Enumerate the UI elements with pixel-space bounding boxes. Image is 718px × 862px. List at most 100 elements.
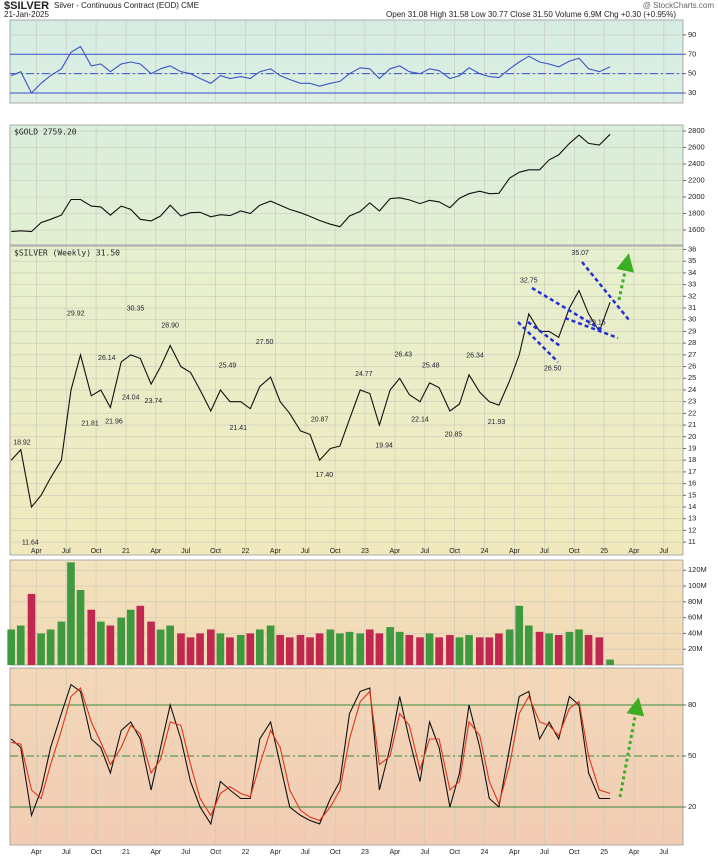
volume-bar [117, 617, 125, 665]
y-tick-label: 30 [688, 315, 696, 324]
y-tick-label: 23 [688, 397, 696, 406]
y-tick-label: 80M [688, 597, 703, 606]
y-tick-label: 20 [688, 802, 696, 811]
volume-bar [126, 609, 135, 665]
y-tick-label: 28 [688, 338, 696, 347]
y-tick-label: 22 [688, 408, 696, 417]
volume-bar [554, 635, 563, 665]
panels: 30 50 70 90 1600 1800 2000 2200 2400 2600 2800 $GOL… [7, 19, 707, 856]
volume-bar [16, 625, 25, 665]
x-tick-label: Apr [31, 548, 43, 555]
y-tick-label: 19 [688, 443, 696, 452]
x-tick-label: Jul [181, 849, 190, 856]
volume-bar [136, 605, 145, 665]
volume-bar [147, 621, 155, 665]
y-tick-label: 31 [688, 303, 696, 312]
y-tick-label: 120M [688, 565, 707, 574]
volume-bar [315, 633, 324, 665]
x-tick-label: Apr [150, 548, 162, 555]
series-line [10, 45, 611, 94]
volume-bar [446, 635, 454, 665]
drawings [517, 253, 645, 798]
trend-line [564, 316, 619, 340]
volume-bar [177, 633, 185, 665]
price-annotation: 20.85 [445, 432, 463, 439]
volume-bar [37, 633, 45, 665]
x-tick-label: Jul [62, 849, 71, 856]
y-tick-label: 16 [688, 479, 696, 488]
y-tick-label: 80 [688, 700, 696, 709]
volume-bar [166, 625, 175, 665]
volume-bar [276, 635, 284, 665]
volume-bar [246, 633, 255, 665]
volume-bar [535, 631, 544, 665]
price-annotation: 21.41 [230, 425, 248, 432]
volume-bar [7, 629, 16, 665]
y-tick-label: 90 [688, 30, 696, 39]
price-annotation: 24.04 [122, 394, 140, 401]
panel-background [9, 19, 684, 104]
volume-bar [595, 637, 604, 665]
x-tick-label: Oct [330, 548, 341, 555]
x-tick-label: 24 [481, 849, 489, 856]
y-tick-label: 1800 [688, 208, 705, 217]
y-tick-label: 36 [688, 244, 696, 253]
x-tick-label: Jul [659, 849, 668, 856]
x-tick-label: Oct [210, 849, 221, 856]
volume-bar [266, 625, 275, 665]
y-tick-label: 2800 [688, 126, 705, 135]
volume-bar [584, 635, 593, 665]
price-annotation: 27.50 [256, 339, 274, 346]
x-tick-label: Jul [540, 548, 549, 555]
price-annotation: 28.90 [161, 322, 179, 329]
quote: Open 31.08 High 31.58 Low 30.77 Close 31… [386, 10, 676, 19]
x-tick-label: Jul [301, 849, 310, 856]
trend-line [517, 321, 559, 363]
y-tick-label: 50 [688, 69, 696, 78]
panel-background [9, 245, 684, 556]
panel-label: $SILVER (Weekly) 31.50 [14, 249, 120, 258]
volume-bar [336, 633, 344, 665]
volume-bar [156, 629, 165, 665]
volume-bar [545, 633, 553, 665]
volume-bar [57, 621, 66, 665]
y-tick-label: 2600 [688, 142, 705, 151]
volume-bar [435, 637, 443, 665]
volume-bar [306, 637, 314, 665]
panel-background [9, 124, 684, 246]
y-tick-label: 24 [688, 385, 696, 394]
volume-bar [226, 637, 234, 665]
volume-bar [27, 593, 36, 665]
volume-bar [386, 627, 394, 665]
volume-bar [405, 635, 414, 665]
price-annotation: 26.34 [466, 352, 484, 359]
y-tick-label: 15 [688, 490, 696, 499]
x-tick-label: Oct [449, 849, 460, 856]
price-annotation: 24.77 [355, 371, 373, 378]
x-tick-label: Apr [389, 548, 401, 555]
instrument-name: Silver - Continuous Contract (EOD) CME [54, 1, 199, 10]
volume-bar [206, 629, 215, 665]
price-annotation: 21.93 [488, 419, 506, 426]
x-tick-label: Oct [91, 548, 102, 555]
volume-bar [475, 637, 484, 665]
volume-bar [285, 637, 294, 665]
panel-label: $GOLD 2759.20 [14, 128, 77, 137]
y-tick-label: 25 [688, 373, 696, 382]
volume-bar [565, 631, 574, 665]
price-annotation: 20.87 [311, 416, 329, 423]
y-tick-label: 2200 [688, 175, 705, 184]
y-tick-label: 30 [688, 88, 696, 97]
arrow [616, 253, 634, 301]
volume-bar [515, 605, 524, 665]
series-line [10, 289, 611, 509]
x-tick-label: 21 [122, 849, 130, 856]
x-tick-label: Apr [150, 849, 162, 856]
x-tick-label: Apr [509, 849, 521, 856]
volume-bar [326, 629, 335, 665]
price-annotation: 22.14 [411, 417, 429, 424]
volume-bar [256, 629, 264, 665]
y-tick-label: 2000 [688, 192, 705, 201]
x-tick-label: 25 [600, 548, 608, 555]
y-tick-label: 100M [688, 581, 707, 590]
